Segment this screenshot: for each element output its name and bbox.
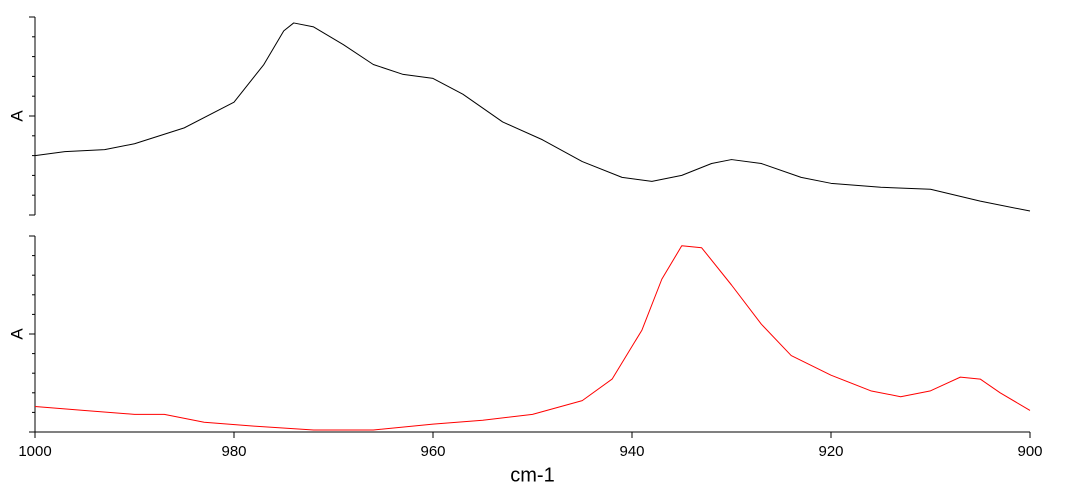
x-tick-label: 920 <box>818 443 843 460</box>
y-axis-label: A <box>7 328 26 340</box>
x-tick-label: 940 <box>619 443 644 460</box>
x-tick-label: 1000 <box>18 443 51 460</box>
x-tick-label: 980 <box>221 443 246 460</box>
spectrum-line <box>34 22 1031 212</box>
x-axis-label: cm-1 <box>510 464 554 486</box>
x-tick-label: 960 <box>420 443 445 460</box>
x-tick-label: 900 <box>1017 443 1042 460</box>
y-axis-label: A <box>7 110 26 122</box>
spectrum-line <box>34 245 1031 431</box>
